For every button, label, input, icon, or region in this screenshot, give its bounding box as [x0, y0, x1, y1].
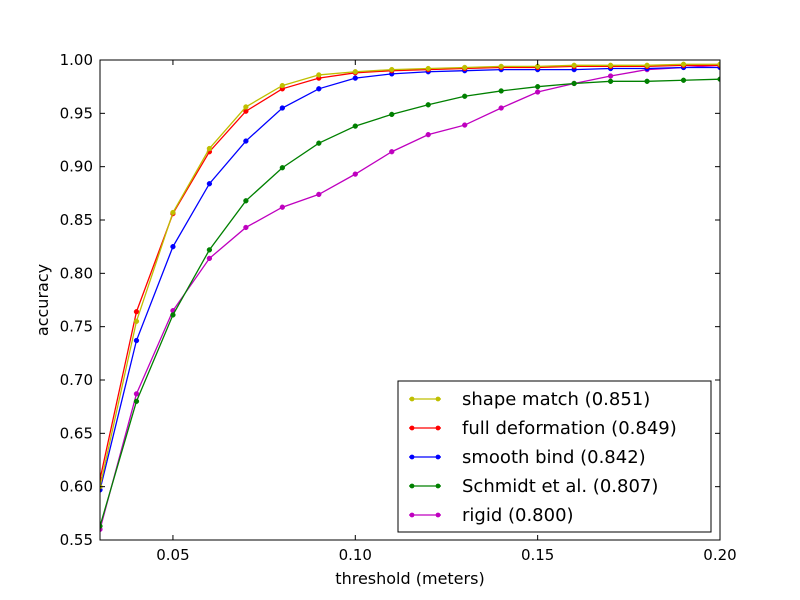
legend-swatch-point — [409, 483, 415, 489]
series-line — [100, 78, 720, 527]
series-point — [425, 102, 431, 108]
x-tick-label: 0.05 — [156, 546, 189, 564]
series-point — [498, 105, 504, 111]
series-point — [389, 149, 395, 155]
series-point — [206, 247, 213, 253]
series-point — [170, 244, 176, 250]
legend: shape match (0.851) full deformation (0.8… — [397, 380, 712, 533]
series-point — [100, 523, 103, 529]
y-tick-label: 0.55 — [60, 531, 93, 549]
y-tick-label: 0.80 — [60, 264, 93, 282]
legend-swatch-point — [409, 512, 415, 518]
series-point — [571, 62, 577, 68]
series-point — [243, 104, 249, 110]
series-point — [279, 165, 286, 171]
series-line — [100, 63, 720, 487]
legend-label: Schmidt et al. (0.807) — [462, 476, 658, 497]
y-tick-label: 0.60 — [60, 478, 93, 496]
legend-swatch-point — [435, 396, 441, 402]
series-point — [170, 209, 176, 216]
series-point — [352, 69, 358, 75]
y-tick-label: 0.85 — [60, 211, 93, 229]
series-point — [462, 93, 468, 99]
y-tick-label: 0.65 — [60, 424, 93, 442]
series-point — [534, 89, 541, 95]
x-tick-label: 0.15 — [521, 546, 554, 564]
series-point — [170, 312, 176, 318]
series-point — [316, 72, 322, 78]
series-point — [644, 62, 650, 68]
y-tick-label: 0.90 — [60, 158, 93, 176]
series-line — [100, 64, 720, 530]
series-point — [389, 111, 395, 118]
series-point — [133, 337, 140, 344]
series-point — [243, 198, 249, 204]
legend-label: shape match (0.851) — [462, 389, 650, 410]
series-point — [352, 123, 358, 129]
legend-swatch-point — [435, 512, 441, 518]
series-line — [100, 66, 720, 491]
x-tick-label: 0.20 — [703, 546, 736, 564]
y-tick-label: 0.95 — [60, 104, 93, 122]
series-point — [279, 82, 286, 89]
series-point — [462, 64, 468, 71]
legend-label: full deformation (0.849) — [462, 418, 677, 439]
series-point — [498, 88, 504, 94]
series-point — [133, 391, 140, 397]
legend-swatch-point — [409, 396, 415, 402]
y-axis-label: accuracy — [33, 264, 52, 336]
series-point — [425, 65, 431, 72]
series-point — [644, 78, 650, 84]
series-point — [425, 132, 431, 138]
legend-swatch-point — [435, 425, 441, 431]
series-line — [100, 64, 720, 480]
series-point — [133, 309, 140, 315]
legend-swatch-point — [409, 454, 415, 460]
series-point — [243, 138, 249, 144]
legend-swatch-point — [409, 425, 415, 431]
series-layer — [100, 61, 720, 532]
legend-box — [397, 380, 712, 533]
legend-swatch-point — [435, 454, 441, 460]
series-point — [279, 105, 286, 111]
legend-label: rigid (0.800) — [462, 505, 574, 526]
series-point — [316, 191, 322, 198]
series-point — [206, 181, 213, 187]
series-point — [133, 318, 140, 324]
series-point — [462, 122, 468, 128]
series-point — [316, 140, 322, 146]
series-point — [352, 171, 358, 177]
series-point — [316, 86, 322, 92]
series-group — [100, 61, 720, 532]
series-point — [389, 66, 395, 73]
legend-label: smooth bind (0.842) — [462, 447, 646, 468]
series-point — [206, 145, 213, 152]
y-tick-label: 1.00 — [60, 51, 93, 69]
x-axis-label: threshold (meters) — [335, 569, 484, 588]
series-point — [571, 80, 577, 87]
series-point — [498, 63, 504, 70]
ticks-layer: 0.05 0.10 0.15 0.20 0.55 0.60 0.65 0.70 0.75 0.80… — [60, 51, 737, 564]
series-point — [352, 75, 358, 81]
plot-frame — [99, 59, 721, 541]
series-point — [133, 398, 140, 404]
x-tick-label: 0.10 — [339, 546, 372, 564]
series-point — [534, 84, 541, 90]
series-point — [607, 73, 614, 79]
series-point — [206, 255, 213, 262]
series-point — [243, 224, 249, 231]
series-point — [607, 78, 614, 84]
y-tick-label: 0.75 — [60, 318, 93, 336]
series-point — [607, 62, 614, 68]
series-point — [680, 61, 687, 67]
y-tick-label: 0.70 — [60, 371, 93, 389]
series-point — [279, 204, 286, 210]
legend-swatch-point — [435, 483, 441, 489]
series-point — [680, 77, 687, 83]
